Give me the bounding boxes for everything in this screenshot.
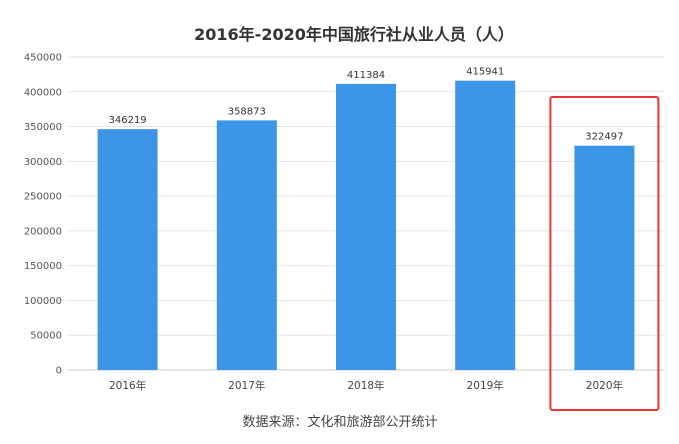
- bar-2020年: [574, 145, 635, 370]
- x-tick-label: 2017年: [228, 379, 265, 392]
- highlight-box-2020: [549, 96, 660, 411]
- x-tick-label: 2018年: [347, 379, 384, 392]
- source-note: 数据来源：文化和旅游部公开统计: [242, 415, 437, 430]
- y-tick-label: 400000: [24, 87, 62, 98]
- y-tick-label: 200000: [24, 226, 62, 237]
- data-label: 322497: [585, 132, 623, 143]
- bar-2016年: [97, 129, 158, 370]
- y-tick-label: 50000: [30, 331, 62, 342]
- y-tick-label: 350000: [24, 122, 62, 133]
- chart-title: 2016年-2020年中国旅行社从业人员（人）: [194, 25, 514, 44]
- y-tick-label: 100000: [24, 296, 62, 307]
- y-tick-label: 250000: [24, 192, 62, 203]
- x-tick-label: 2016年: [109, 379, 146, 392]
- data-label: 358873: [228, 106, 266, 117]
- data-label: 346219: [109, 115, 147, 126]
- y-tick-label: 0: [56, 366, 62, 377]
- x-axis-ticks: 2016年 2017年 2018年 2019年 2020年: [109, 379, 623, 392]
- y-axis-ticks: 0 50000 100000 150000 200000 250000 300000 3500…: [24, 53, 62, 377]
- x-tick-label: 2020年: [586, 379, 623, 392]
- bar-2019年: [455, 80, 516, 370]
- x-tick-label: 2019年: [467, 379, 504, 392]
- bar-2017年: [216, 120, 277, 371]
- data-labels: 346219 358873 411384 415941 322497: [109, 67, 624, 143]
- data-label: 415941: [466, 67, 504, 78]
- y-tick-label: 300000: [24, 157, 62, 168]
- bar-2018年: [336, 83, 396, 371]
- y-tick-label: 450000: [24, 53, 62, 64]
- bars: [97, 80, 635, 371]
- data-label: 411384: [347, 70, 385, 81]
- y-tick-label: 150000: [24, 261, 62, 272]
